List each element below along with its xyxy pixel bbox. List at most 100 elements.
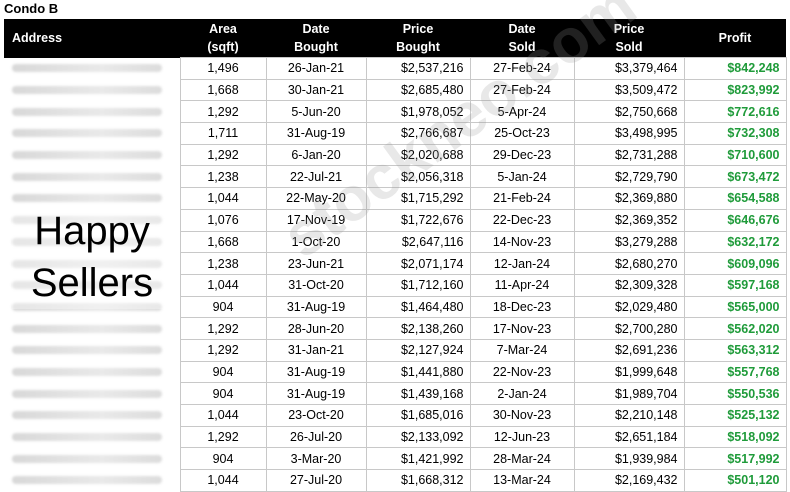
- cell-date-bought[interactable]: 27-Jul-20: [265, 469, 367, 492]
- cell-profit[interactable]: $646,676: [683, 208, 787, 232]
- cell-area[interactable]: 1,076: [179, 208, 267, 232]
- cell-price-bought[interactable]: $1,712,160: [365, 273, 471, 297]
- cell-area[interactable]: 1,292: [179, 338, 267, 362]
- cell-area[interactable]: 904: [179, 382, 267, 405]
- cell-price-sold[interactable]: $2,731,288: [573, 143, 685, 167]
- cell-area[interactable]: 1,292: [179, 425, 267, 449]
- cell-date-bought[interactable]: 31-Jan-21: [265, 338, 367, 362]
- cell-date-sold[interactable]: 2-Jan-24: [469, 382, 575, 405]
- cell-area[interactable]: 1,668: [179, 230, 267, 254]
- cell-profit[interactable]: $654,588: [683, 187, 787, 210]
- cell-price-bought[interactable]: $1,441,880: [365, 360, 471, 384]
- cell-profit[interactable]: $562,020: [683, 317, 787, 340]
- cell-price-bought[interactable]: $1,978,052: [365, 100, 471, 124]
- cell-price-bought[interactable]: $1,722,676: [365, 208, 471, 232]
- cell-price-sold[interactable]: $2,029,480: [573, 295, 685, 319]
- cell-date-sold[interactable]: 13-Mar-24: [469, 469, 575, 492]
- cell-date-bought[interactable]: 31-Aug-19: [265, 360, 367, 384]
- cell-profit[interactable]: $710,600: [683, 143, 787, 167]
- cell-date-sold[interactable]: 14-Nov-23: [469, 230, 575, 254]
- cell-date-sold[interactable]: 22-Dec-23: [469, 208, 575, 232]
- header-date-sold[interactable]: Date Sold: [470, 19, 574, 58]
- cell-profit[interactable]: $550,536: [683, 382, 787, 405]
- header-address[interactable]: Address: [4, 19, 180, 58]
- cell-area[interactable]: 1,044: [179, 273, 267, 297]
- cell-date-sold[interactable]: 25-Oct-23: [469, 122, 575, 145]
- header-price-sold[interactable]: Price Sold: [574, 19, 684, 58]
- cell-date-sold[interactable]: 7-Mar-24: [469, 338, 575, 362]
- cell-price-sold[interactable]: $2,210,148: [573, 404, 685, 427]
- cell-profit[interactable]: $565,000: [683, 295, 787, 319]
- cell-price-sold[interactable]: $2,750,668: [573, 100, 685, 124]
- cell-price-sold[interactable]: $3,498,995: [573, 122, 685, 145]
- cell-price-sold[interactable]: $1,939,984: [573, 447, 685, 471]
- cell-date-sold[interactable]: 27-Feb-24: [469, 57, 575, 80]
- cell-date-bought[interactable]: 3-Mar-20: [265, 447, 367, 471]
- cell-profit[interactable]: $673,472: [683, 165, 787, 189]
- cell-area[interactable]: 1,711: [179, 122, 267, 145]
- cell-date-bought[interactable]: 30-Jan-21: [265, 78, 367, 102]
- cell-area[interactable]: 1,238: [179, 252, 267, 275]
- cell-profit[interactable]: $842,248: [683, 57, 787, 80]
- cell-price-sold[interactable]: $1,999,648: [573, 360, 685, 384]
- cell-price-bought[interactable]: $2,647,116: [365, 230, 471, 254]
- cell-date-bought[interactable]: 31-Aug-19: [265, 382, 367, 405]
- cell-profit[interactable]: $597,168: [683, 273, 787, 297]
- cell-date-bought[interactable]: 31-Oct-20: [265, 273, 367, 297]
- cell-price-bought[interactable]: $1,715,292: [365, 187, 471, 210]
- cell-profit[interactable]: $732,308: [683, 122, 787, 145]
- cell-profit[interactable]: $501,120: [683, 469, 787, 492]
- cell-price-bought[interactable]: $2,537,216: [365, 57, 471, 80]
- cell-date-bought[interactable]: 23-Jun-21: [265, 252, 367, 275]
- cell-date-bought[interactable]: 17-Nov-19: [265, 208, 367, 232]
- cell-date-bought[interactable]: 22-May-20: [265, 187, 367, 210]
- cell-date-sold[interactable]: 12-Jan-24: [469, 252, 575, 275]
- cell-profit[interactable]: $557,768: [683, 360, 787, 384]
- cell-date-sold[interactable]: 18-Dec-23: [469, 295, 575, 319]
- cell-price-bought[interactable]: $1,439,168: [365, 382, 471, 405]
- cell-price-sold[interactable]: $2,680,270: [573, 252, 685, 275]
- cell-area[interactable]: 1,292: [179, 143, 267, 167]
- cell-price-bought[interactable]: $2,133,092: [365, 425, 471, 449]
- cell-price-sold[interactable]: $2,700,280: [573, 317, 685, 340]
- cell-price-bought[interactable]: $2,071,174: [365, 252, 471, 275]
- cell-date-sold[interactable]: 5-Jan-24: [469, 165, 575, 189]
- cell-price-bought[interactable]: $2,020,688: [365, 143, 471, 167]
- cell-date-bought[interactable]: 28-Jun-20: [265, 317, 367, 340]
- cell-date-bought[interactable]: 26-Jan-21: [265, 57, 367, 80]
- cell-profit[interactable]: $525,132: [683, 404, 787, 427]
- cell-date-sold[interactable]: 29-Dec-23: [469, 143, 575, 167]
- cell-price-bought[interactable]: $1,464,480: [365, 295, 471, 319]
- cell-area[interactable]: 1,668: [179, 78, 267, 102]
- cell-date-bought[interactable]: 31-Aug-19: [265, 295, 367, 319]
- cell-date-sold[interactable]: 11-Apr-24: [469, 273, 575, 297]
- cell-area[interactable]: 1,044: [179, 404, 267, 427]
- cell-profit[interactable]: $632,172: [683, 230, 787, 254]
- cell-area[interactable]: 904: [179, 447, 267, 471]
- cell-profit[interactable]: $518,092: [683, 425, 787, 449]
- cell-price-bought[interactable]: $2,685,480: [365, 78, 471, 102]
- cell-date-sold[interactable]: 28-Mar-24: [469, 447, 575, 471]
- cell-date-bought[interactable]: 22-Jul-21: [265, 165, 367, 189]
- header-date-bought[interactable]: Date Bought: [266, 19, 366, 58]
- cell-profit[interactable]: $772,616: [683, 100, 787, 124]
- cell-date-bought[interactable]: 31-Aug-19: [265, 122, 367, 145]
- cell-date-bought[interactable]: 6-Jan-20: [265, 143, 367, 167]
- cell-price-bought[interactable]: $2,127,924: [365, 338, 471, 362]
- cell-date-sold[interactable]: 21-Feb-24: [469, 187, 575, 210]
- cell-price-bought[interactable]: $2,766,687: [365, 122, 471, 145]
- cell-area[interactable]: 1,044: [179, 187, 267, 210]
- cell-price-sold[interactable]: $1,989,704: [573, 382, 685, 405]
- cell-price-bought[interactable]: $1,421,992: [365, 447, 471, 471]
- cell-profit[interactable]: $517,992: [683, 447, 787, 471]
- cell-area[interactable]: 1,238: [179, 165, 267, 189]
- cell-price-sold[interactable]: $3,509,472: [573, 78, 685, 102]
- cell-price-sold[interactable]: $2,369,352: [573, 208, 685, 232]
- header-profit[interactable]: Profit: [684, 19, 786, 58]
- cell-price-sold[interactable]: $3,279,288: [573, 230, 685, 254]
- header-area[interactable]: Area (sqft): [180, 19, 266, 58]
- cell-price-sold[interactable]: $2,651,184: [573, 425, 685, 449]
- cell-date-bought[interactable]: 5-Jun-20: [265, 100, 367, 124]
- cell-date-sold[interactable]: 30-Nov-23: [469, 404, 575, 427]
- cell-area[interactable]: 1,292: [179, 317, 267, 340]
